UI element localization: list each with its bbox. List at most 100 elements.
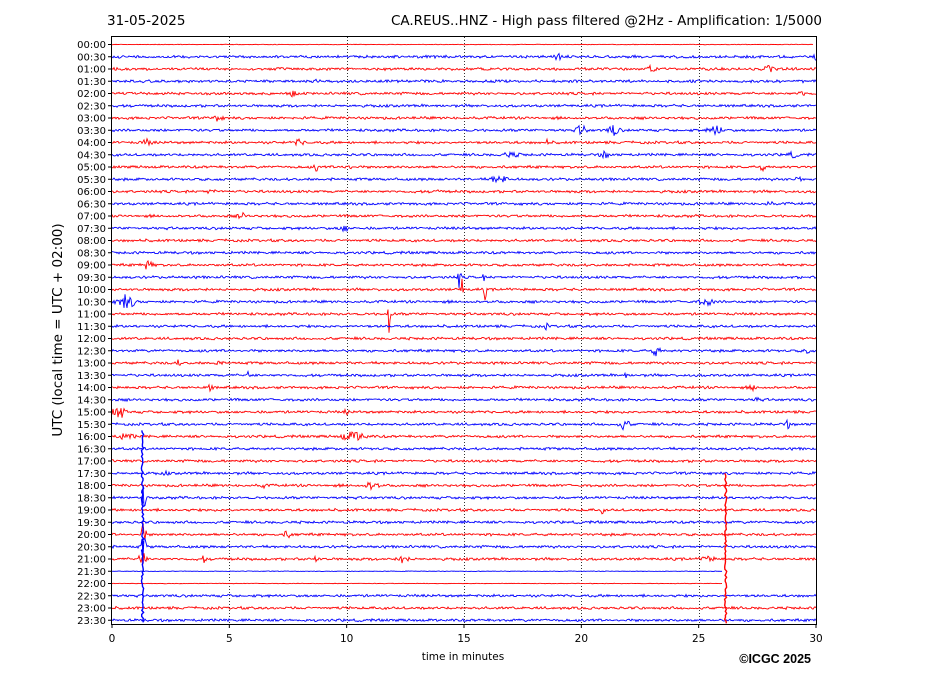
x-tick-labels: 0 5 10 15 20 25 30: [109, 624, 823, 645]
x-tick-label: 10: [340, 633, 353, 645]
trace-2030: [111, 538, 817, 557]
trace-1530: [111, 418, 817, 431]
trace-1830: [111, 485, 817, 508]
x-tick-label: 20: [575, 633, 588, 645]
y-tick-label: 08:30: [77, 248, 106, 259]
y-tick-label: 03:30: [77, 126, 106, 137]
y-tick-label: 12:30: [77, 346, 106, 357]
trace-1430: [111, 396, 817, 403]
trace-1730: [111, 469, 817, 477]
trace-1100: [111, 309, 817, 333]
y-tick-label: 13:00: [77, 359, 106, 370]
y-tick-label: 15:30: [77, 420, 106, 431]
chart-title: CA.REUS..HNZ - High pass filtered @2Hz -…: [391, 13, 822, 29]
y-tick-label: 09:30: [77, 273, 106, 284]
y-tick-label: 13:30: [77, 371, 106, 382]
trace-0930: [111, 272, 817, 288]
trace-0600: [111, 189, 817, 195]
y-tick-label: 15:00: [77, 408, 106, 419]
trace-0400: [111, 137, 817, 147]
y-tick-label: 01:00: [77, 65, 106, 76]
event-signal: [723, 472, 728, 624]
trace-0530: [111, 175, 817, 184]
trace-0630: [111, 200, 817, 207]
y-tick-label: 06:30: [77, 199, 106, 210]
y-tick-label: 17:00: [77, 457, 106, 468]
trace-0230: [111, 103, 817, 109]
y-tick-label: 19:00: [77, 506, 106, 517]
y-tick-label: 05:30: [77, 175, 106, 186]
trace-1230: [111, 346, 817, 357]
y-tick-label: 00:30: [77, 52, 106, 63]
trace-2000: [111, 522, 817, 540]
x-axis-label: time in minutes: [422, 651, 504, 663]
y-tick-label: 23:00: [77, 604, 106, 615]
y-tick-label: 12:00: [77, 334, 106, 345]
vertical-gridlines: [229, 37, 700, 624]
trace-0830: [111, 250, 817, 256]
y-tick-label: 20:30: [77, 542, 106, 553]
trace-0100: [111, 63, 817, 73]
trace-0130: [111, 78, 817, 84]
x-tick-label: 15: [457, 633, 470, 645]
y-tick-label: 07:30: [77, 224, 106, 235]
trace-2300: [111, 605, 817, 611]
y-tick-label: 04:30: [77, 150, 106, 161]
trace-2130: [111, 570, 723, 573]
y-tick-label: 16:30: [77, 444, 106, 455]
trace-0730: [111, 225, 817, 233]
trace-1900: [111, 507, 817, 515]
x-tick-label: 25: [692, 633, 705, 645]
y-tick-label: 04:00: [77, 138, 106, 149]
y-tick-label: 21:30: [77, 567, 106, 578]
y-tick-label: 06:00: [77, 187, 106, 198]
trace-0030: [111, 52, 817, 62]
y-axis-label: UTC (local time = UTC + 02:00): [50, 223, 66, 436]
event-signal: [140, 430, 145, 623]
y-tick-label: 22:00: [77, 579, 106, 590]
trace-1400: [111, 383, 817, 393]
y-tick-label: 07:00: [77, 212, 106, 223]
y-tick-label: 14:00: [77, 383, 106, 394]
trace-2330: [111, 617, 817, 623]
x-tick-label: 0: [109, 633, 116, 645]
trace-0800: [111, 238, 817, 243]
trace-0900: [111, 259, 817, 270]
y-tick-label: 18:00: [77, 481, 106, 492]
y-tick-label: 10:30: [77, 297, 106, 308]
y-tick-label: 21:00: [77, 555, 106, 566]
trace-1130: [111, 322, 817, 331]
trace-0500: [111, 164, 817, 173]
y-tick-label: 22:30: [77, 591, 106, 602]
trace-0330: [111, 124, 817, 136]
trace-1800: [111, 481, 817, 491]
seismogram-traces: [111, 43, 817, 624]
y-tick-label: 18:30: [77, 493, 106, 504]
trace-1300: [111, 359, 817, 366]
trace-1500: [111, 407, 817, 418]
y-tick-label: 05:00: [77, 163, 106, 174]
trace-0200: [111, 90, 817, 98]
y-tick-label: 11:30: [77, 322, 106, 333]
trace-0000: [111, 43, 814, 46]
trace-1630: [111, 446, 817, 452]
trace-0300: [111, 115, 817, 122]
y-tick-label: 14:30: [77, 395, 106, 406]
y-tick-label: 23:30: [77, 616, 106, 627]
trace-1030: [111, 294, 817, 308]
y-tick-label: 09:00: [77, 261, 106, 272]
chart-date: 31-05-2025: [107, 13, 185, 29]
y-tick-label: 01:30: [77, 77, 106, 88]
trace-2230: [111, 593, 817, 599]
y-tick-label: 16:00: [77, 432, 106, 443]
y-tick-label: 00:00: [77, 40, 106, 51]
y-tick-label: 02:30: [77, 101, 106, 112]
trace-1000: [111, 278, 817, 301]
trace-0430: [111, 149, 817, 160]
x-tick-label: 30: [809, 633, 822, 645]
trace-1200: [111, 336, 817, 341]
trace-1930: [111, 519, 817, 525]
y-tick-label: 02:00: [77, 89, 106, 100]
trace-1600: [111, 431, 817, 442]
